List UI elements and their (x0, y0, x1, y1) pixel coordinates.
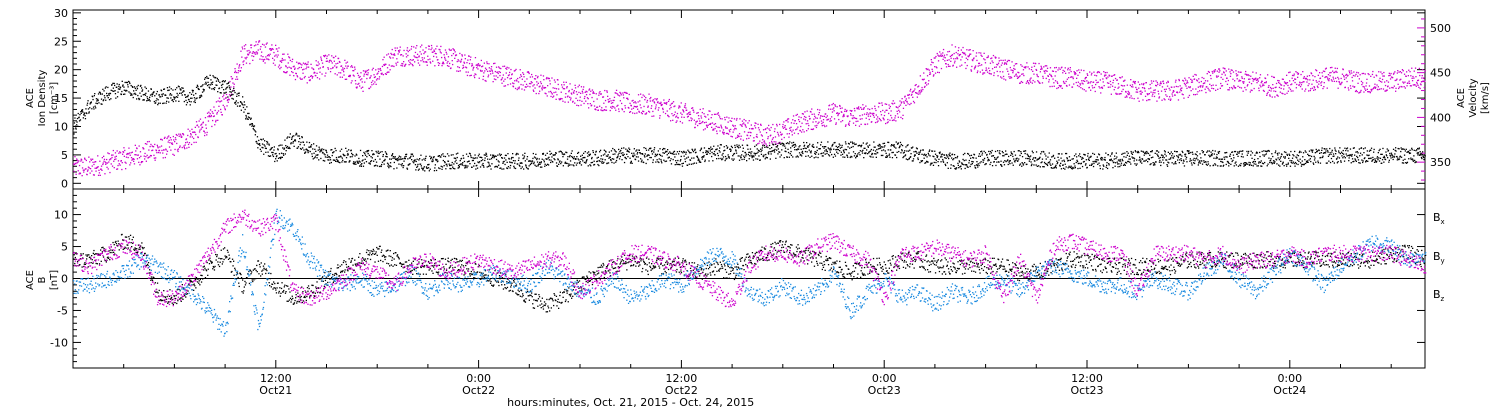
density-tick-label: 10 (54, 120, 68, 133)
velocity-tick-label: 500 (1430, 22, 1451, 35)
velocity-axis-title: ACE (1456, 88, 1467, 108)
velocity-axis-title: Velocity (1468, 78, 1479, 117)
legend-bx: Bx (1433, 211, 1445, 226)
b-axis-title: [nT] (49, 270, 60, 290)
velocity-axis-title: [km/s] (1480, 82, 1491, 114)
density-axis-title: ACE (25, 88, 36, 108)
velocity-tick-label: 350 (1430, 156, 1451, 169)
series-by (73, 209, 1426, 337)
b-axis-title: B (37, 276, 48, 283)
density-axis-title: [cm⁻³] (49, 82, 60, 114)
b-tick-label: 10 (54, 209, 68, 222)
density-tick-label: 20 (54, 64, 68, 77)
x-tick-date: Oct23 (868, 384, 901, 397)
density-tick-label: 5 (61, 149, 68, 162)
b-tick-label: 5 (61, 241, 68, 254)
b-tick-label: 0 (61, 273, 68, 286)
density-tick-label: 0 (61, 177, 68, 190)
velocity-tick-label: 400 (1430, 111, 1451, 124)
x-tick-date: Oct23 (1070, 384, 1103, 397)
legend-by: By (1433, 250, 1445, 265)
legend-bz: Bz (1433, 288, 1445, 303)
x-tick-date: Oct21 (259, 384, 292, 397)
x-tick-date: Oct22 (462, 384, 495, 397)
density-axis-title: Ion Density (37, 70, 48, 127)
density-tick-label: 30 (54, 7, 68, 20)
density-series (73, 75, 1426, 172)
b-tick-label: -10 (50, 336, 68, 349)
density-tick-label: 25 (54, 35, 68, 48)
b-axis-title: ACE (25, 270, 36, 290)
x-axis-title: hours:minutes, Oct. 21, 2015 - Oct. 24, … (507, 396, 754, 409)
series-bx (73, 234, 1426, 313)
b-tick-label: -5 (57, 304, 68, 317)
x-tick-date: Oct24 (1273, 384, 1306, 397)
velocity-tick-label: 450 (1430, 67, 1451, 80)
